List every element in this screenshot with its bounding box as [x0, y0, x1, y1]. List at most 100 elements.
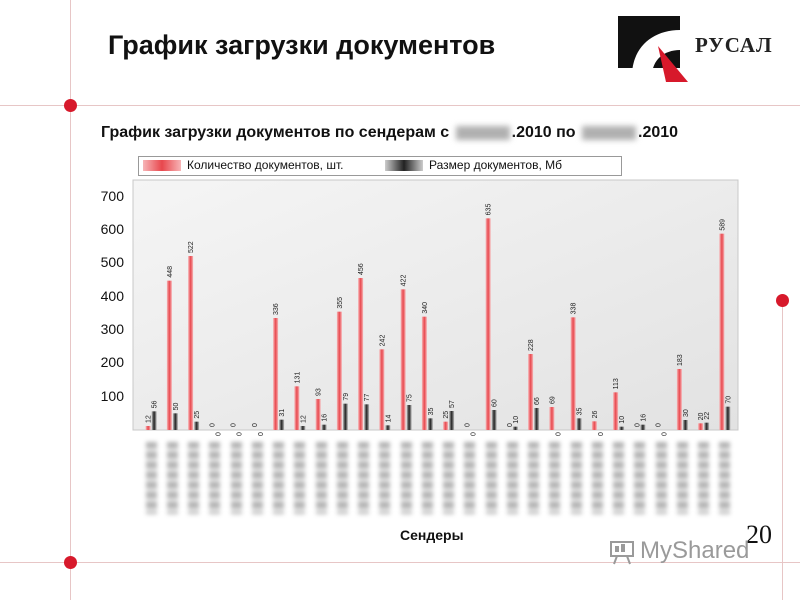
data-label-size: 16	[322, 414, 329, 422]
accent-dot-right	[776, 294, 789, 307]
bar-documents-size	[534, 408, 540, 430]
data-label-size: 60	[492, 399, 499, 407]
y-tick-label: 300	[100, 321, 124, 337]
bar-documents-count	[400, 289, 406, 430]
bar-documents-size	[342, 403, 348, 430]
data-label-documents: 635	[486, 204, 493, 216]
bar-documents-size	[151, 411, 157, 430]
chart-title-middle: .2010 по	[511, 124, 580, 141]
bar-documents-count	[528, 354, 534, 430]
legend-label-documents: Количество документов, шт.	[187, 158, 344, 172]
sender-name-blurred	[145, 442, 157, 514]
data-label-size: 0	[215, 432, 222, 436]
data-label-size: 66	[534, 397, 541, 405]
data-label-size: 16	[640, 414, 647, 422]
data-label-documents: 448	[167, 266, 174, 278]
y-tick-label: 100	[100, 387, 124, 404]
data-label-size: 77	[364, 393, 371, 401]
accent-dot-top	[64, 99, 77, 112]
bar-documents-size	[385, 425, 391, 430]
bar-documents-size	[619, 426, 625, 430]
data-label-documents: 113	[613, 378, 620, 389]
bar-documents-count	[613, 392, 619, 430]
sender-name-blurred	[655, 442, 667, 514]
page-title: График загрузки документов	[108, 30, 496, 60]
decorative-right-line	[782, 300, 783, 600]
bar-documents-count	[188, 256, 194, 430]
sender-name-blurred	[443, 442, 455, 514]
sender-name-blurred	[209, 442, 221, 514]
sender-name-blurred	[188, 442, 200, 514]
data-label-size: 0	[662, 432, 669, 436]
data-label-documents: 422	[401, 275, 408, 287]
sender-name-blurred	[570, 442, 582, 514]
data-label-size: 31	[279, 409, 286, 417]
data-label-size: 22	[704, 412, 711, 420]
data-label-documents: 0	[507, 423, 514, 427]
watermark-icon	[610, 541, 634, 565]
sender-name-blurred	[230, 442, 242, 514]
sender-name-blurred	[251, 442, 263, 514]
sender-name-blurred	[379, 442, 391, 514]
bar-documents-count	[166, 280, 172, 430]
data-label-size: 14	[385, 414, 392, 422]
sender-name-blurred	[464, 442, 476, 514]
sender-name-blurred	[676, 442, 688, 514]
bar-documents-count	[336, 311, 342, 430]
accent-dot-bottom	[64, 556, 77, 569]
data-label-documents: 0	[252, 423, 259, 427]
data-label-documents: 0	[634, 423, 641, 427]
sender-name-blurred	[273, 442, 285, 514]
data-label-size: 10	[513, 416, 520, 424]
bar-documents-size	[640, 424, 646, 430]
sender-name-blurred	[421, 442, 433, 514]
sender-name-blurred	[698, 442, 710, 514]
sender-name-blurred	[528, 442, 540, 514]
data-label-size: 0	[470, 432, 477, 436]
decorative-bottom-line	[0, 562, 800, 563]
bar-documents-size	[449, 411, 455, 430]
data-label-size: 35	[577, 407, 584, 415]
data-label-documents: 0	[231, 423, 238, 427]
bar-documents-count	[719, 233, 725, 430]
bar-documents-count	[145, 426, 151, 430]
bar-documents-size	[279, 419, 285, 430]
y-tick-label: 500	[100, 254, 124, 271]
data-label-size: 25	[194, 411, 201, 419]
sender-name-blurred	[294, 442, 306, 514]
watermark-text: MyShared	[640, 537, 750, 564]
sender-name-blurred	[336, 442, 348, 514]
data-label-documents: 131	[294, 372, 301, 384]
bar-documents-size	[406, 405, 412, 430]
bar-documents-count	[273, 318, 279, 430]
bar-documents-count	[676, 369, 682, 430]
sender-name-blurred	[166, 442, 178, 514]
bar-documents-count	[443, 421, 449, 430]
data-label-size: 35	[428, 407, 435, 415]
blurred-start-date	[455, 125, 510, 140]
bar-documents-count	[570, 317, 576, 430]
bar-documents-size	[300, 426, 306, 430]
data-label-size: 0	[258, 432, 265, 436]
chart-title: График загрузки документов по сендерам с…	[101, 124, 678, 142]
data-label-size: 30	[683, 409, 690, 417]
bar-documents-size	[512, 426, 518, 430]
data-label-documents: 456	[358, 263, 365, 275]
chart-title-suffix: .2010	[638, 124, 679, 141]
decorative-vertical-line	[70, 0, 71, 600]
plot-background	[132, 179, 739, 431]
bar-documents-size	[427, 418, 433, 430]
data-label-documents: 228	[528, 339, 535, 351]
bar-documents-size	[172, 413, 178, 430]
y-tick-label: 200	[100, 354, 124, 371]
chart-title-prefix: График загрузки документов по сендерам с	[101, 124, 454, 141]
bar-documents-size	[364, 404, 370, 430]
data-label-size: 70	[725, 396, 732, 404]
bar-documents-count	[591, 421, 597, 430]
bar-documents-count	[315, 399, 321, 430]
sender-name-blurred	[591, 442, 603, 514]
sender-name-blurred	[613, 442, 625, 514]
data-label-documents: 589	[719, 219, 726, 231]
data-label-documents: 242	[379, 335, 386, 347]
